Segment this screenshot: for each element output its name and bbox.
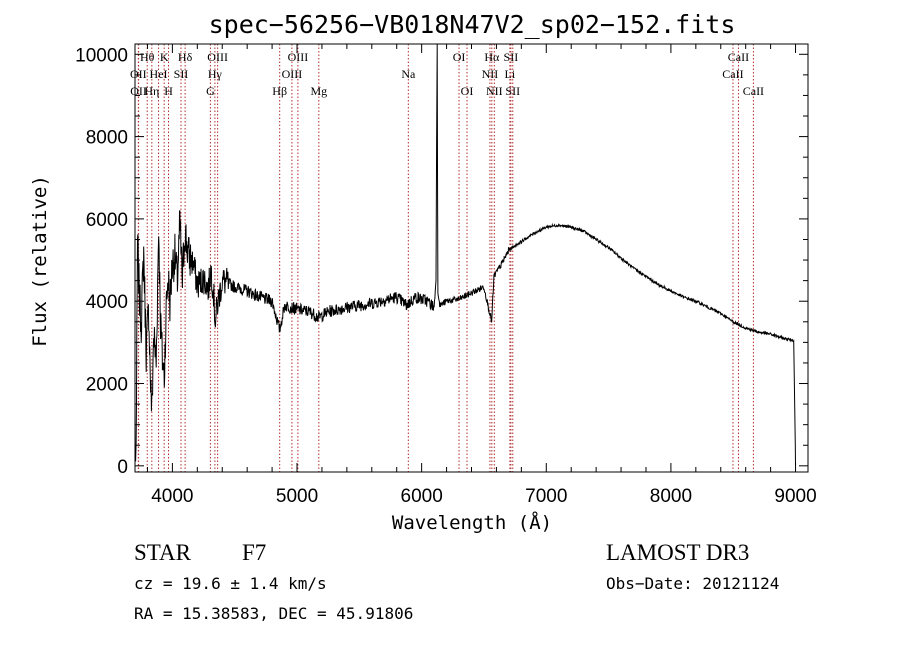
spectral-line-label: G (206, 84, 215, 98)
y-tick-label: 8000 (86, 128, 128, 149)
spectral-line-label: CaII (743, 84, 764, 98)
spectral-line-label: SII (504, 50, 519, 64)
spectral-line-label: CaII (722, 67, 743, 81)
spectral-line-label: Hη (144, 84, 159, 98)
spectral-line-markers (137, 44, 754, 472)
y-tick-label: 0 (117, 457, 128, 478)
spectral-line-label: OI (461, 84, 474, 98)
spectral-line-label: Mg (310, 84, 327, 98)
spectral-line-label: H (164, 84, 173, 98)
spectral-line-label: OII (130, 67, 147, 81)
spectral-line-label: OIII (207, 50, 228, 64)
y-tick-label: 2000 (86, 375, 128, 396)
y-axis-label: Flux (relative) (29, 175, 51, 347)
spectral-line-label: Hγ (208, 67, 223, 81)
object-subclass: F7 (242, 540, 266, 565)
survey-name: LAMOST DR3 (606, 540, 749, 565)
spectral-line-label: Na (401, 67, 416, 81)
spectral-line-label: Hθ (140, 50, 155, 64)
x-tick-label: 4000 (151, 486, 193, 507)
y-tick-label: 4000 (86, 292, 128, 313)
redshift-text: cz = 19.6 ± 1.4 km/s (134, 574, 327, 593)
spectral-line-label: NII (486, 84, 503, 98)
spectral-line-label: Hα (484, 50, 500, 64)
x-tick-label: 6000 (401, 486, 443, 507)
spectral-line-label: Li (505, 67, 516, 81)
x-tick-label: 7000 (525, 486, 567, 507)
spectral-line-label: SII (174, 67, 189, 81)
obs-date-text: Obs−Date: 20121124 (606, 574, 779, 593)
spectral-line-label: CaII (728, 50, 749, 64)
x-tick-label: 9000 (774, 486, 816, 507)
x-axis-label: Wavelength (Å) (392, 511, 552, 534)
spectral-line-label: NII (482, 67, 499, 81)
x-tick-label: 8000 (650, 486, 692, 507)
spectral-line-label: Hδ (178, 50, 193, 64)
spectral-line-label: SII (505, 84, 520, 98)
spectral-line-label: Hβ (272, 84, 287, 98)
spectral-line-labels: HθOIIOIIHηHeIKSIIHHδGHγOIIIHβOIIIOIIIMgN… (130, 50, 764, 98)
chart-title: spec−56256−VB018N47V2_sp02−152.fits (209, 10, 736, 39)
coordinates-text: RA = 15.38583, DEC = 45.91806 (134, 604, 413, 623)
x-tick-label: 5000 (276, 486, 318, 507)
spectral-line-label: OI (453, 50, 466, 64)
spectral-line-label: K (160, 50, 169, 64)
object-class: STAR (134, 540, 192, 565)
y-tick-label: 6000 (86, 210, 128, 231)
plot-frame (134, 43, 809, 473)
y-tick-label: 10000 (75, 45, 128, 66)
spectral-line-label: OII (130, 84, 147, 98)
spectral-line-label: OIII (282, 67, 303, 81)
spectrum-line (135, 44, 796, 466)
spectral-line-label: OIII (288, 50, 309, 64)
axis-ticks: 4000 5000 6000 7000 8000 9000 0 2000 4000 6000 800… (75, 44, 817, 507)
spectral-line-label: HeI (150, 67, 168, 81)
